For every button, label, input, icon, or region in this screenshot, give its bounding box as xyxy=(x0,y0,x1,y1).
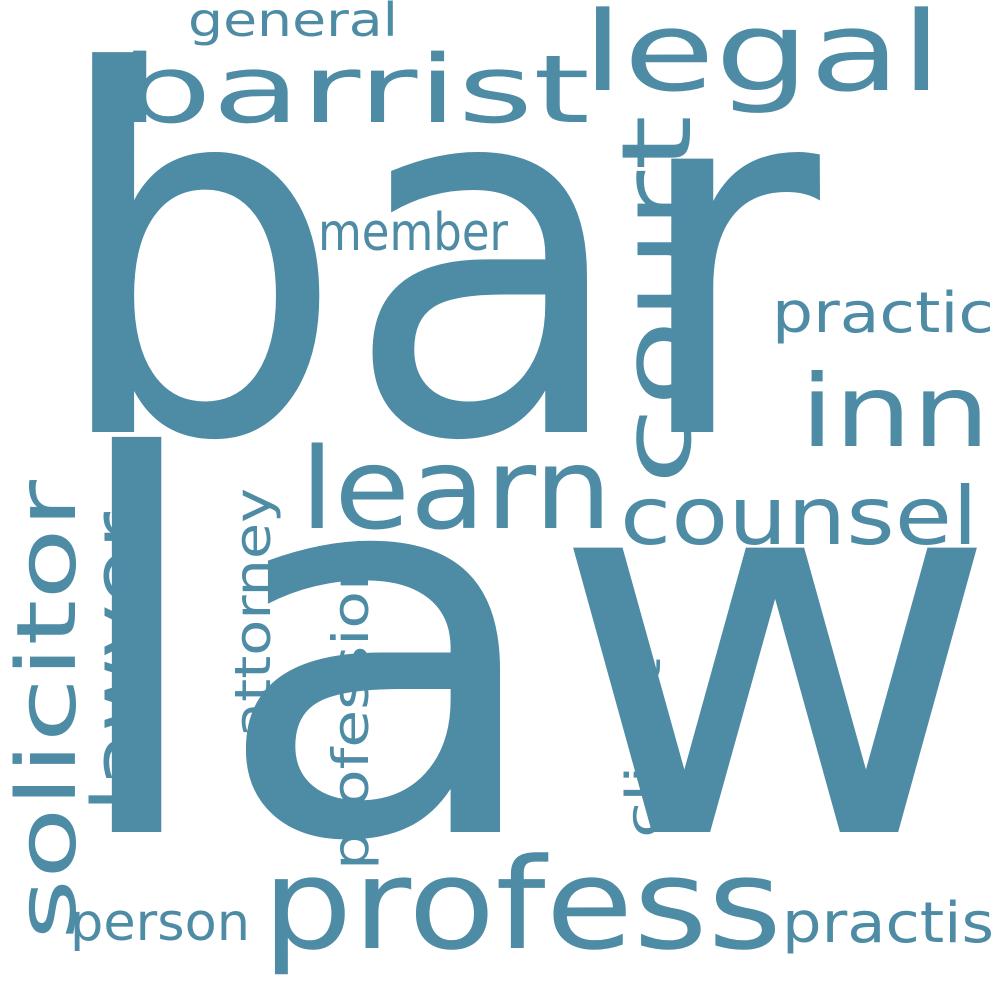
word-bar: bar xyxy=(50,0,825,550)
word-practis: practis xyxy=(782,891,994,956)
word-client: client xyxy=(616,658,672,838)
word-general: general xyxy=(188,0,398,47)
word-profession: profession xyxy=(322,552,380,870)
word-member: member xyxy=(318,203,509,263)
word-counsel: counsel xyxy=(620,470,978,563)
word-solicitor: solicitor xyxy=(0,480,95,940)
word-court: court xyxy=(601,115,713,485)
word-person: person xyxy=(70,893,250,953)
word-attorney: attorney xyxy=(224,488,282,738)
word-lawyer: lawyer xyxy=(77,511,163,812)
word-profess: profess xyxy=(262,831,782,978)
word-law: law xyxy=(60,349,1000,955)
word-practic: practic xyxy=(772,281,994,346)
word-legal: legal xyxy=(582,0,942,116)
word-learn: learn xyxy=(300,425,612,555)
word-inn: inn xyxy=(800,353,990,470)
word-barrist: barrist xyxy=(120,36,590,145)
